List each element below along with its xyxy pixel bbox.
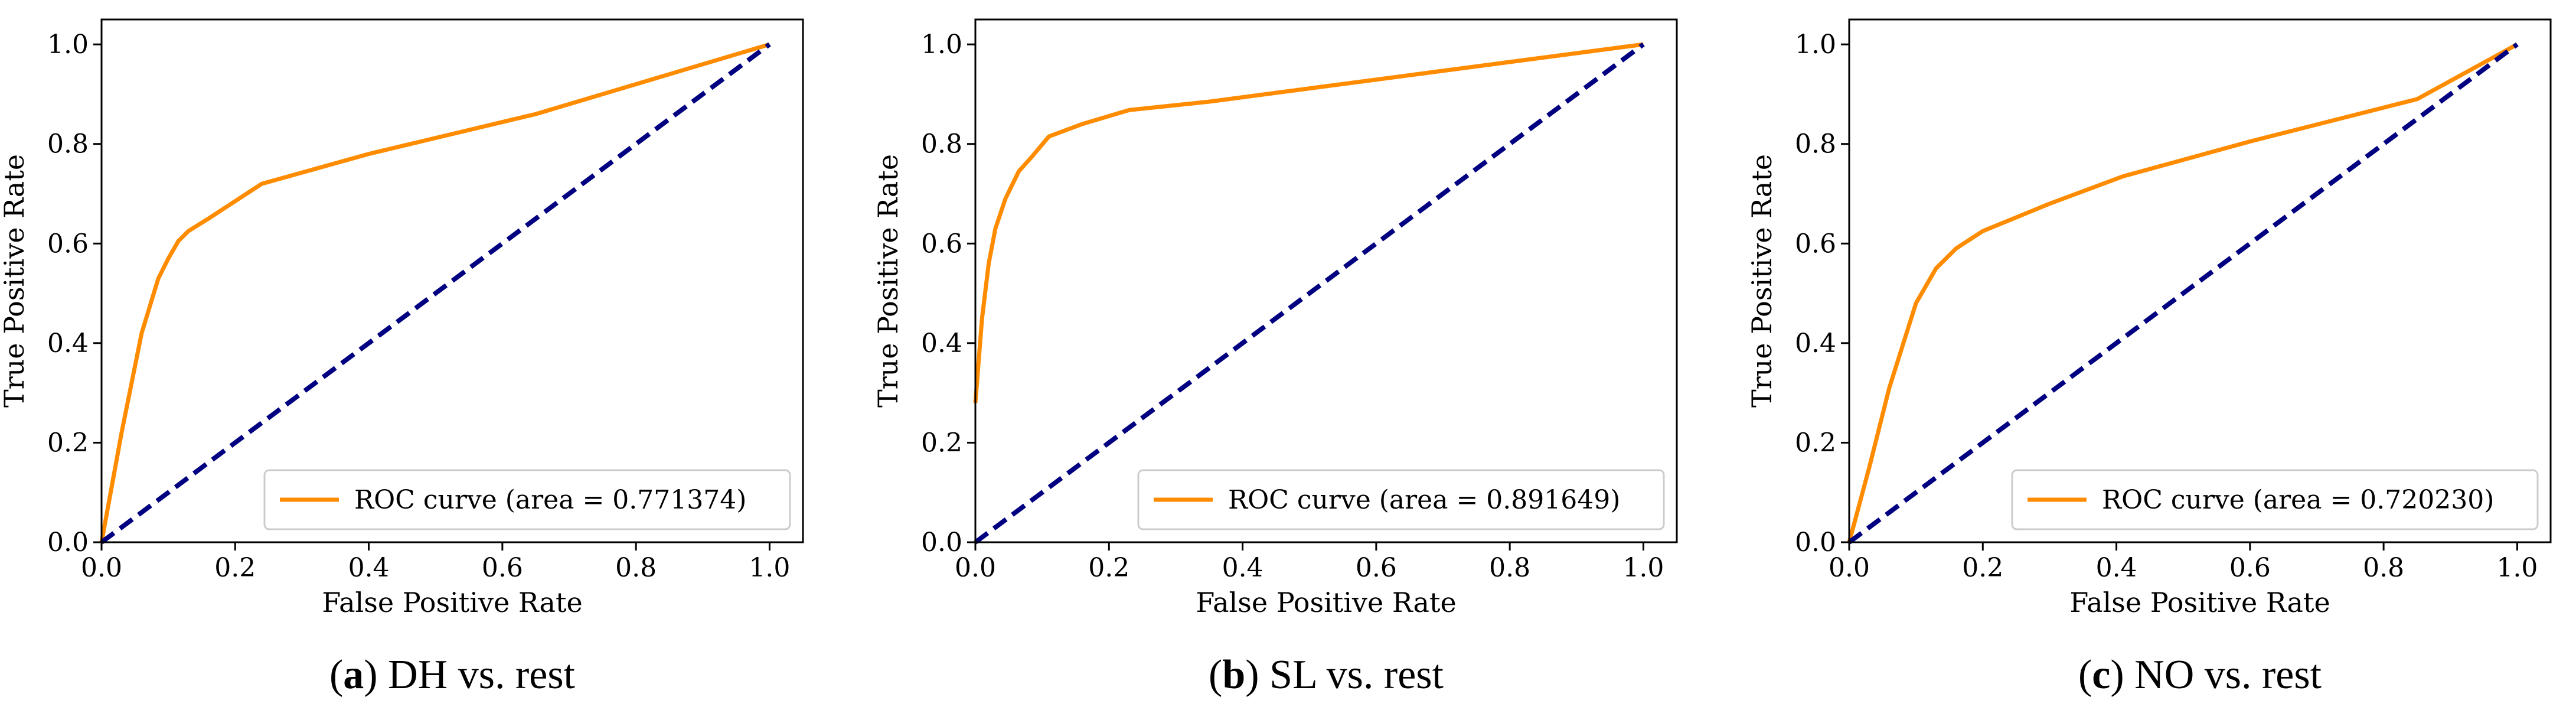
y-tick-label: 1.0 [47,30,89,60]
caption-open-paren: ( [329,652,343,698]
legend-label: ROC curve (area = 0.720230) [2102,485,2494,515]
y-tick-label: 0.8 [47,129,89,159]
x-tick-label: 0.8 [1489,553,1530,583]
y-tick-label: 0.6 [47,229,89,259]
legend-box [2011,469,2539,530]
x-axis-label: False Positive Rate [1196,587,1456,618]
caption-close-paren: ) [2110,652,2124,698]
legend-label: ROC curve (area = 0.891649) [1228,485,1620,515]
panel-caption: (b) SL vs. rest [1209,652,1444,698]
x-tick-label: 0.4 [1222,553,1263,583]
y-tick-label: 0.4 [1795,328,1836,359]
caption-open-paren: ( [1209,652,1222,698]
x-tick-label: 1.0 [749,553,790,583]
x-tick-label: 0.2 [1962,553,2003,583]
legend: ROC curve (area = 0.891649) [1137,469,1665,530]
x-tick-label: 0.8 [615,553,657,583]
roc-chart-c: 0.0 0.2 0.4 0.6 0.8 1.0 0.0 0.2 0.4 0.6 0.8 1.0 Fals… [1746,18,2552,698]
x-tick-label: 1.0 [2496,553,2538,583]
x-tick-label: 0.0 [81,553,122,583]
caption-letter: c [2092,652,2110,698]
x-tick-label: 0.6 [1356,553,1397,583]
caption-text: NO vs. rest [2124,652,2322,698]
roc-curve-line [973,42,1644,403]
x-tick-label: 0.8 [2363,553,2404,583]
y-tick-label: 0.6 [1795,229,1836,259]
x-tick-label: 0.0 [955,553,996,583]
chance-diagonal-line [1847,42,2519,545]
roc-curve-line [99,42,770,543]
caption-close-paren: ) [364,652,377,698]
y-axis-label: True Positive Rate [0,154,30,408]
chance-diagonal-line [100,42,771,545]
axes-frame [974,18,1678,543]
caption-letter: a [343,652,364,698]
y-axis-label: True Positive Rate [872,154,904,408]
y-tick-label: 0.0 [921,527,962,558]
x-tick-label: 0.4 [2096,553,2137,583]
y-tick-label: 0.8 [921,129,962,159]
legend: ROC curve (area = 0.720230) [2011,469,2539,530]
x-tick-label: 0.2 [1088,553,1129,583]
x-axis-label: False Positive Rate [322,587,582,618]
x-tick-label: 0.6 [482,553,523,583]
x-axis-label: False Positive Rate [2069,587,2330,618]
caption-open-paren: ( [2078,652,2092,698]
x-tick-label: 0.2 [214,553,256,583]
caption-letter: b [1222,652,1245,698]
x-tick-label: 0.4 [348,553,390,583]
y-tick-label: 1.0 [1795,30,1836,60]
y-tick-label: 0.0 [1795,527,1836,558]
y-tick-label: 0.4 [921,328,962,359]
roc-chart-a: 0.0 0.2 0.4 0.6 0.8 1.0 0.0 0.2 0.4 0.6 0.8 1.0 Fals… [0,18,804,698]
y-tick-label: 0.8 [1795,129,1836,159]
y-tick-label: 0.0 [47,527,89,558]
panel-caption: (a) DH vs. rest [329,652,576,698]
y-tick-label: 0.2 [921,428,962,458]
x-tick-label: 0.6 [2229,553,2271,583]
roc-curve-line [1847,43,2519,543]
x-tick-label: 1.0 [1622,553,1664,583]
legend-label: ROC curve (area = 0.771374) [354,485,746,515]
y-tick-label: 0.2 [1795,428,1836,458]
axes-frame [100,18,804,543]
y-axis-label: True Positive Rate [1746,154,1778,408]
caption-text: SL vs. rest [1259,652,1444,698]
legend-box [263,469,791,530]
chance-diagonal-line [974,42,1645,545]
axes-frame [1848,18,2552,543]
y-tick-label: 0.4 [47,328,89,359]
legend: ROC curve (area = 0.771374) [263,469,791,530]
caption-close-paren: ) [1245,652,1259,698]
legend-box [1137,469,1665,530]
x-tick-label: 0.0 [1829,553,1870,583]
panel-caption: (c) NO vs. rest [2078,652,2322,698]
y-tick-label: 0.6 [921,229,962,259]
y-tick-label: 1.0 [921,30,962,60]
roc-chart-b: 0.0 0.2 0.4 0.6 0.8 1.0 0.0 0.2 0.4 0.6 0.8 1.0 Fals… [872,18,1678,698]
caption-text: DH vs. rest [378,652,576,698]
y-tick-label: 0.2 [47,428,89,458]
